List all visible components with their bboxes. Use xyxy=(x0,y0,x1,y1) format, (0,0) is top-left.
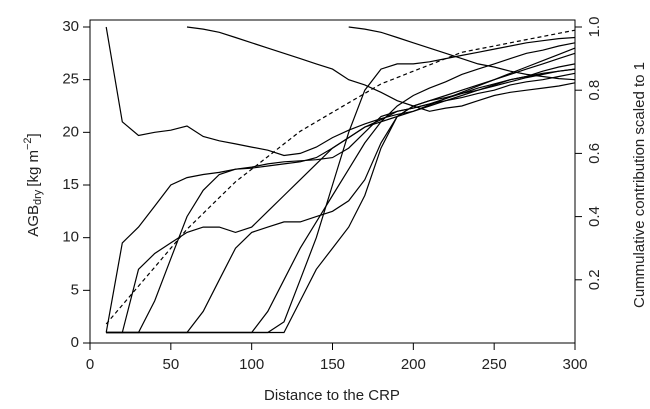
plot-frame xyxy=(89,19,576,344)
y-label-sup: −2 xyxy=(22,137,34,150)
y-label-close: ] xyxy=(25,133,42,137)
x-tick-label: 100 xyxy=(239,356,264,373)
series-line xyxy=(105,63,576,333)
y-label-main: AGB xyxy=(25,205,42,237)
x-tick-label: 150 xyxy=(320,356,345,373)
x-axis-label: Distance to the CRP xyxy=(264,387,400,404)
x-tick-label: 0 xyxy=(86,356,94,373)
series-line xyxy=(186,26,576,112)
y2-tick-label: 1.0 xyxy=(586,17,603,38)
x-tick-label: 250 xyxy=(482,356,507,373)
series-line xyxy=(106,47,576,334)
y-tick-label: 25 xyxy=(62,71,79,88)
y2-tick-label: 0.6 xyxy=(586,143,603,164)
y-label-sub: dry xyxy=(32,189,44,205)
y-axis-label: AGBdry [kg m−2] xyxy=(22,133,44,236)
x-tick-label: 300 xyxy=(562,356,587,373)
y2-axis-label: Cummulative contribution scaled to 1 xyxy=(631,62,648,308)
series-line xyxy=(105,26,576,157)
series-line xyxy=(106,52,576,334)
y2-tick-label: 0.8 xyxy=(586,80,603,101)
series-line xyxy=(106,68,576,334)
y-label-unit: [kg m xyxy=(25,150,42,187)
y-tick-label: 0 xyxy=(71,334,79,351)
y-tick-label: 10 xyxy=(62,229,79,246)
y2-tick-label: 0.4 xyxy=(586,206,603,227)
y2-tick-label: 0.2 xyxy=(586,269,603,290)
y-tick-label: 20 xyxy=(62,123,79,140)
series-line xyxy=(106,68,576,334)
y-tick-label: 5 xyxy=(71,281,79,298)
series-line xyxy=(105,29,576,325)
x-tick-label: 50 xyxy=(162,356,179,373)
y-tick-label: 30 xyxy=(62,18,79,35)
y-tick-label: 15 xyxy=(62,176,79,193)
x-tick-label: 200 xyxy=(401,356,426,373)
